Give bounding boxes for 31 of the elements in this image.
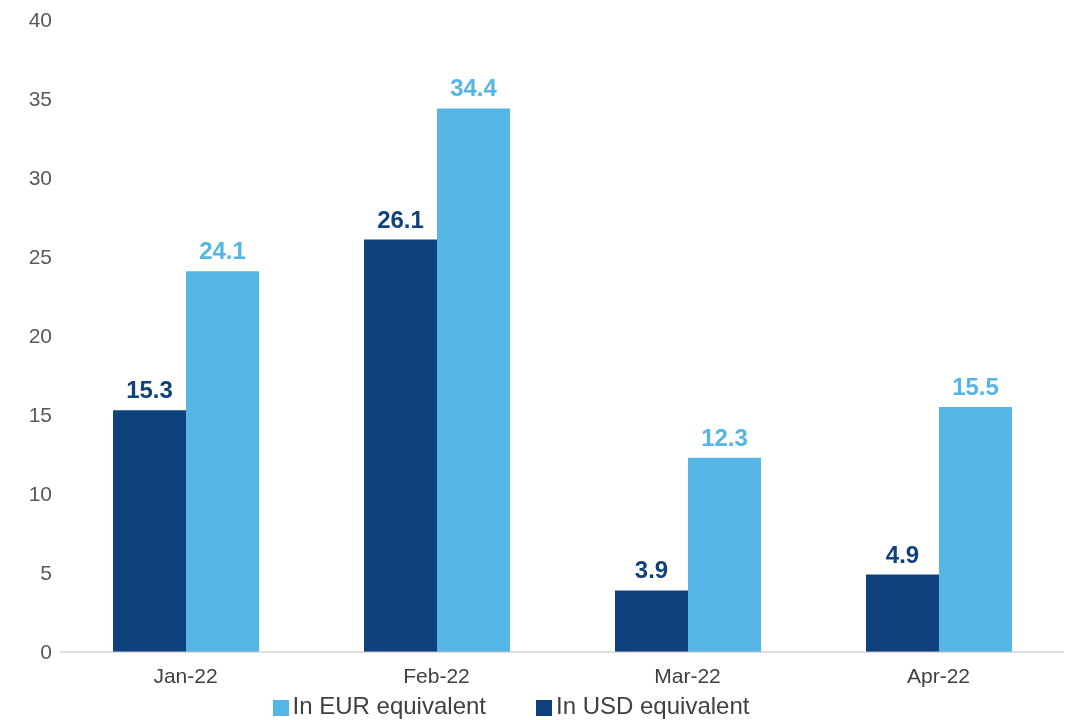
x-tick-label: Jan-22 [153,663,218,687]
data-label: 12.3 [701,423,748,451]
y-tick-label: 10 [28,482,52,506]
bar [866,574,939,652]
x-tick-label: Apr-22 [906,663,971,687]
y-tick-label: 35 [28,87,52,111]
y-tick-label: 25 [28,245,52,269]
data-label: 4.9 [885,540,920,568]
x-tick-label: Mar-22 [654,663,721,687]
data-label: 3.9 [634,556,669,584]
data-label: 24.1 [199,237,246,265]
data-label: 15.3 [126,376,173,404]
data-label: 15.5 [952,373,999,401]
bar [113,410,186,652]
y-tick-label: 5 [40,561,52,585]
bar [688,457,761,652]
bar [186,271,259,652]
bar [364,239,437,652]
bar [437,108,510,652]
x-tick-label: Feb-22 [403,663,470,687]
legend-label: In USD equivalent [556,692,750,719]
y-tick-label: 30 [28,166,52,190]
bar [615,590,688,652]
y-tick-label: 40 [28,8,52,32]
bar [939,407,1012,652]
data-label: 34.4 [450,74,498,102]
legend-label: In EUR equivalent [292,692,486,719]
data-label: 26.1 [377,205,424,233]
y-tick-label: 15 [28,403,52,427]
y-tick-label: 0 [40,640,52,664]
y-tick-label: 20 [28,324,52,348]
